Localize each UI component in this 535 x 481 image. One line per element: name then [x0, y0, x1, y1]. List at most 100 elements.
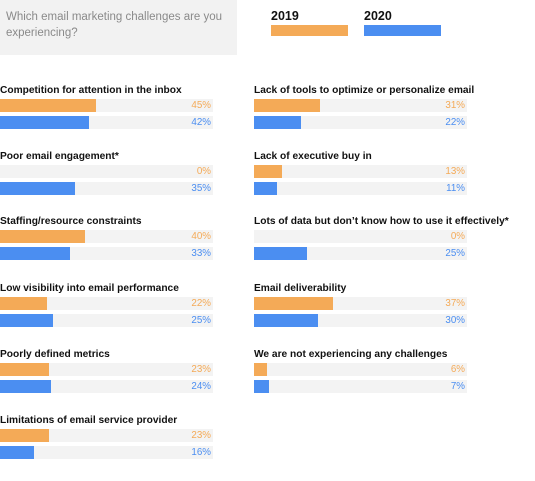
bar-row-2019: 0%: [254, 230, 467, 243]
bar-row-2019: 45%: [0, 99, 213, 112]
value-label-2019: 23%: [191, 364, 211, 375]
chart-item: Limitations of email service provider 23%…: [0, 415, 213, 465]
bar-2020: [254, 380, 269, 393]
bar-2020: [0, 446, 35, 459]
bar-2019: [0, 363, 49, 376]
bar-row-2020: 11%: [254, 182, 467, 195]
question-box: Which email marketing challenges are you…: [0, 0, 237, 55]
bar-row-2020: 16%: [0, 446, 213, 459]
bar-2020: [0, 247, 71, 260]
chart-item: We are not experiencing any challenges 6%…: [254, 349, 467, 399]
value-label-2020: 11%: [446, 183, 465, 194]
bar-2020: [0, 116, 90, 129]
bar-row-2020: 25%: [0, 314, 213, 327]
bar-row-2019: 13%: [254, 165, 467, 178]
value-label-2019: 23%: [191, 430, 211, 441]
legend-swatch-2020: [364, 25, 441, 36]
bar-row-2019: 6%: [254, 363, 467, 376]
bar-track: [0, 165, 213, 178]
bar-row-2020: 25%: [254, 247, 467, 260]
chart-item: Lack of tools to optimize or personalize…: [254, 85, 474, 135]
chart-item: Competition for attention in the inbox 45…: [0, 85, 213, 135]
value-label-2020: 42%: [191, 117, 211, 128]
bar-track: [254, 230, 467, 243]
bar-row-2019: 40%: [0, 230, 213, 243]
category-label: Lots of data but don’t know how to use i…: [254, 216, 509, 227]
chart-item: Poor email engagement* 0% 35%: [0, 151, 213, 201]
value-label-2019: 0%: [450, 231, 465, 242]
bar-track: [0, 314, 213, 327]
bar-2019: [0, 230, 86, 243]
legend-label-2019: 2019: [271, 9, 299, 23]
bar-2020: [254, 116, 301, 129]
bar-track: [0, 380, 213, 393]
bar-2020: [0, 182, 75, 195]
question-text: Which email marketing challenges are you…: [6, 11, 223, 39]
bar-2020: [254, 247, 308, 260]
chart-item: Low visibility into email performance 22%…: [0, 283, 213, 333]
bar-row-2020: 24%: [0, 380, 213, 393]
bar-row-2020: 22%: [254, 116, 467, 129]
bar-2019: [254, 165, 282, 178]
value-label-2020: 24%: [191, 381, 211, 392]
category-label: Limitations of email service provider: [0, 415, 178, 426]
value-label-2019: 31%: [445, 100, 465, 111]
value-label-2019: 22%: [191, 298, 211, 309]
bar-row-2020: 7%: [254, 380, 467, 393]
bar-2019: [254, 99, 321, 112]
bar-track: [254, 363, 467, 376]
bar-2020: [254, 182, 278, 195]
chart-item: Lots of data but don’t know how to use i…: [254, 216, 509, 266]
bar-row-2020: 30%: [254, 314, 467, 327]
chart-item: Email deliverability 37% 30%: [254, 283, 467, 333]
value-label-2020: 30%: [445, 315, 465, 326]
bar-track: [0, 429, 213, 442]
value-label-2019: 0%: [196, 166, 211, 177]
bar-row-2019: 23%: [0, 363, 213, 376]
bar-row-2019: 37%: [254, 297, 467, 310]
bar-row-2019: 23%: [0, 429, 213, 442]
value-label-2020: 35%: [191, 183, 211, 194]
bar-row-2020: 33%: [0, 247, 213, 260]
value-label-2019: 6%: [450, 364, 465, 375]
category-label: Email deliverability: [254, 283, 347, 294]
value-label-2019: 37%: [445, 298, 465, 309]
bar-track: [254, 247, 467, 260]
bar-2019: [254, 363, 267, 376]
category-label: Poorly defined metrics: [0, 349, 110, 360]
category-label: We are not experiencing any challenges: [254, 349, 448, 360]
value-label-2019: 13%: [445, 166, 465, 177]
category-label: Lack of tools to optimize or personalize…: [254, 85, 475, 96]
bar-track: [254, 380, 467, 393]
bar-row-2020: 42%: [0, 116, 213, 129]
bar-row-2019: 0%: [0, 165, 213, 178]
bar-2020: [0, 380, 52, 393]
bar-track: [0, 446, 213, 459]
bar-2019: [0, 99, 96, 112]
bar-track: [254, 116, 467, 129]
bar-track: [0, 297, 213, 310]
legend-label-2020: 2020: [364, 9, 392, 23]
value-label-2020: 25%: [191, 315, 211, 326]
chart-item: Staffing/resource constraints 40% 33%: [0, 216, 213, 266]
bar-track: [254, 182, 467, 195]
bar-row-2019: 22%: [0, 297, 213, 310]
bar-2019: [254, 297, 333, 310]
bar-track: [254, 165, 467, 178]
bar-2020: [254, 314, 318, 327]
bar-2020: [0, 314, 54, 327]
value-label-2019: 40%: [191, 231, 211, 242]
category-label: Staffing/resource constraints: [0, 216, 142, 227]
bar-2019: [0, 429, 49, 442]
bar-row-2019: 31%: [254, 99, 467, 112]
value-label-2019: 45%: [191, 100, 211, 111]
category-label: Poor email engagement*: [0, 151, 119, 162]
bar-track: [0, 363, 213, 376]
bar-row-2020: 35%: [0, 182, 213, 195]
legend-swatch-2019: [271, 25, 348, 36]
value-label-2020: 7%: [450, 381, 465, 392]
value-label-2020: 25%: [445, 248, 465, 259]
value-label-2020: 22%: [445, 117, 465, 128]
chart-item: Poorly defined metrics 23% 24%: [0, 349, 213, 399]
category-label: Competition for attention in the inbox: [0, 85, 182, 96]
